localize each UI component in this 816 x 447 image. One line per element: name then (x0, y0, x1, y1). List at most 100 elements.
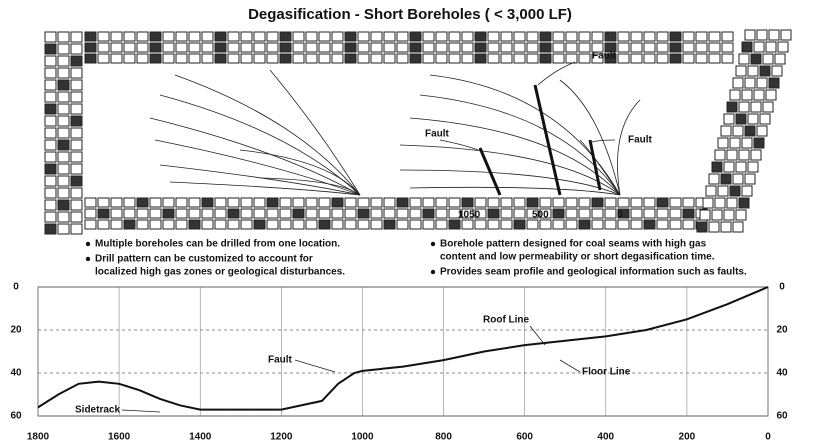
panel-block (526, 197, 539, 208)
panel-block (604, 219, 617, 230)
panel-block (753, 41, 765, 53)
panel-block (539, 208, 552, 219)
panel-block (750, 149, 762, 161)
plan-label: 500 (532, 210, 549, 221)
panel-block (591, 42, 604, 53)
panel-block (149, 31, 162, 42)
panel-block (188, 197, 201, 208)
panel-block (240, 197, 253, 208)
panel-block (44, 211, 57, 223)
panel-block (70, 187, 83, 199)
panel-block (500, 31, 513, 42)
panel-block (162, 31, 175, 42)
panel-block (526, 219, 539, 230)
panel-block (383, 31, 396, 42)
panel-block (110, 219, 123, 230)
panel-block (331, 219, 344, 230)
panel-block (136, 208, 149, 219)
panel-block (732, 125, 744, 137)
panel-block (175, 197, 188, 208)
panel-block (383, 208, 396, 219)
panel-block (188, 42, 201, 53)
panel-block (214, 31, 227, 42)
leader (121, 325, 581, 413)
panel-block (266, 31, 279, 42)
panel-block (448, 219, 461, 230)
panel-block (565, 219, 578, 230)
panel-block (214, 208, 227, 219)
panel-block (721, 31, 734, 42)
panel-block (765, 89, 777, 101)
panel-block (738, 53, 750, 65)
panel-block (331, 53, 344, 64)
panel-block (149, 219, 162, 230)
panel-block (513, 197, 526, 208)
panel-block (396, 42, 409, 53)
annotation: Fault (268, 355, 293, 366)
panel-block (656, 42, 669, 53)
panel-block (738, 197, 750, 209)
panel-block (70, 211, 83, 223)
panel-block (461, 31, 474, 42)
panel-block (70, 115, 83, 127)
panel-block (591, 208, 604, 219)
panel-block (448, 31, 461, 42)
panel-block (643, 208, 656, 219)
panel-block (487, 42, 500, 53)
panel-block (735, 65, 747, 77)
panel-block (110, 31, 123, 42)
bullet-dot (85, 256, 91, 262)
panel-block (461, 219, 474, 230)
panel-block (84, 53, 97, 64)
panel-block (565, 42, 578, 53)
panel-block (57, 211, 70, 223)
panel-block (44, 187, 57, 199)
panel-block (149, 208, 162, 219)
panel-block (357, 53, 370, 64)
x-tick-label: 1400 (189, 432, 212, 443)
panel-block (70, 163, 83, 175)
panel-block (57, 139, 70, 151)
panel-block (735, 161, 747, 173)
panel-block (682, 219, 695, 230)
panel-block (201, 42, 214, 53)
panel-block (214, 42, 227, 53)
seam-trace (37, 286, 769, 411)
panel-block (682, 42, 695, 53)
panel-block (136, 31, 149, 42)
panel-block (435, 31, 448, 42)
panel-block (344, 42, 357, 53)
panel-block (656, 219, 669, 230)
panel-block (110, 42, 123, 53)
panel-block (97, 219, 110, 230)
panel-block (344, 208, 357, 219)
panel-block (44, 163, 57, 175)
panel-block (735, 113, 747, 125)
panel-block (732, 77, 744, 89)
panel-block (617, 31, 630, 42)
panel-block (331, 42, 344, 53)
panel-block (741, 41, 753, 53)
y-tick-label: 40 (10, 368, 22, 379)
panel-block (578, 197, 591, 208)
panel-block (422, 197, 435, 208)
panel-block (765, 41, 777, 53)
panel-block (565, 197, 578, 208)
panel-block (500, 53, 513, 64)
panel-block (762, 53, 774, 65)
panel-block (240, 53, 253, 64)
panel-block (578, 219, 591, 230)
panel-block (70, 139, 83, 151)
panel-block (136, 42, 149, 53)
panel-block (759, 65, 771, 77)
panel-block (253, 42, 266, 53)
panel-block (383, 53, 396, 64)
panel-block (738, 101, 750, 113)
y2-tick-label: 60 (776, 411, 788, 422)
panel-block (44, 79, 57, 91)
panel-block (201, 208, 214, 219)
plan-label: 1050 (458, 210, 481, 221)
panel-block (57, 115, 70, 127)
panel-block (57, 151, 70, 163)
bullet-text: Multiple boreholes can be drilled from o… (95, 239, 340, 250)
